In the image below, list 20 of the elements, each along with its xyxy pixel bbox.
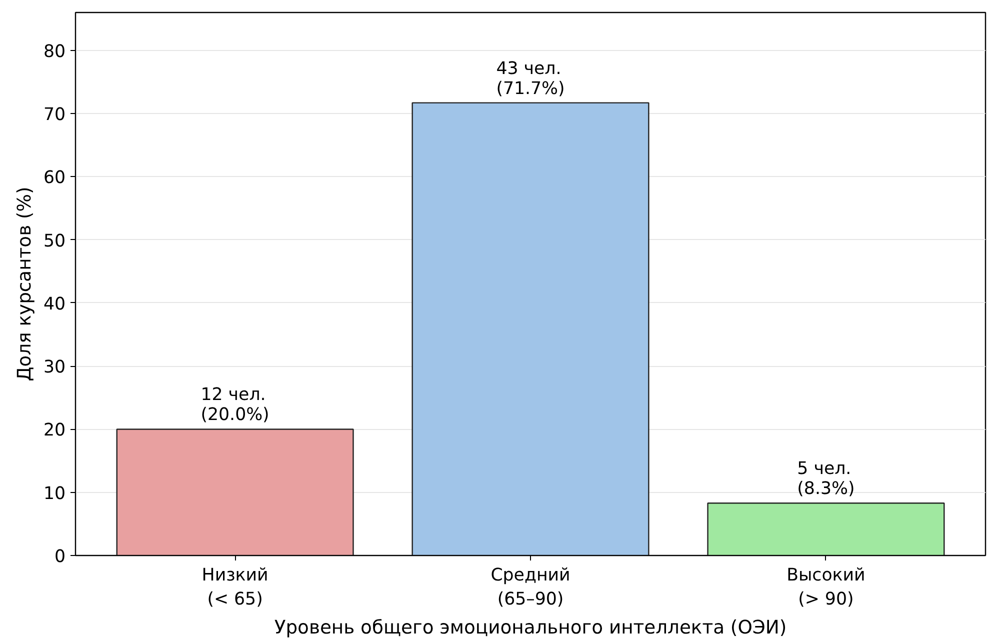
y-tick-label: 70 (43, 105, 66, 126)
y-tick-label: 40 (43, 294, 66, 314)
y-tick-label: 10 (43, 484, 66, 504)
y-axis-title: Доля курсантов (%) (14, 186, 36, 382)
x-axis-title: Уровень общего эмоционального интеллекта (ОЭИ) (274, 618, 787, 638)
x-tick-label: Низкий (< 65) (202, 566, 268, 610)
y-tick-label: 80 (43, 42, 66, 62)
x-tick-label: Высокий (> 90) (786, 566, 866, 610)
data-label: 12 чел. (20.0%) (200, 385, 270, 426)
y-tick-label: 50 (43, 231, 66, 252)
data-label: 43 чел. (71.7%) (496, 58, 565, 99)
bar (116, 428, 354, 556)
y-tick-label: 20 (43, 420, 66, 441)
bar (412, 102, 650, 556)
y-tick-label: 30 (43, 358, 66, 378)
y-tick-label: 60 (43, 168, 66, 188)
data-label: 5 чел. (8.3%) (797, 459, 855, 500)
bar (707, 502, 945, 556)
x-tick-label: Средний (65–90) (490, 566, 570, 610)
y-tick-label: 0 (54, 547, 66, 567)
